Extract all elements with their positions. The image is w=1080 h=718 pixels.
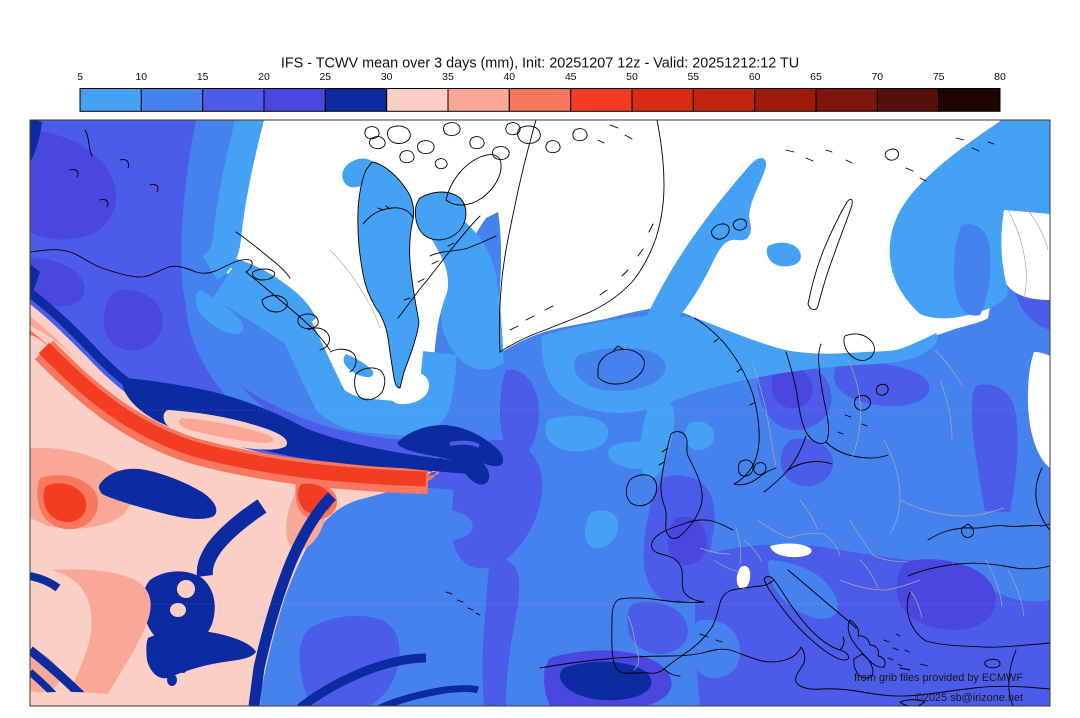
svg-text:40: 40 <box>503 71 515 83</box>
svg-text:80: 80 <box>994 71 1006 83</box>
svg-text:5: 5 <box>77 71 83 83</box>
svg-text:45: 45 <box>565 71 577 83</box>
svg-text:70: 70 <box>871 71 883 83</box>
svg-text:35: 35 <box>442 71 454 83</box>
svg-text:65: 65 <box>810 71 822 83</box>
svg-text:20: 20 <box>258 71 270 83</box>
svg-text:30: 30 <box>381 71 393 83</box>
svg-text:10: 10 <box>135 71 147 83</box>
svg-text:50: 50 <box>626 71 638 83</box>
svg-text:IFS - TCWV mean over 3 days (m: IFS - TCWV mean over 3 days (mm), Init: … <box>281 56 799 72</box>
svg-text:60: 60 <box>749 71 761 83</box>
svg-text:©2025 sb@irizone.net: ©2025 sb@irizone.net <box>915 692 1023 704</box>
svg-text:25: 25 <box>319 71 331 83</box>
svg-text:15: 15 <box>197 71 209 83</box>
svg-text:55: 55 <box>687 71 699 83</box>
svg-text:from grib files provided by EC: from grib files provided by ECMWF <box>854 672 1023 684</box>
svg-text:75: 75 <box>933 71 945 83</box>
